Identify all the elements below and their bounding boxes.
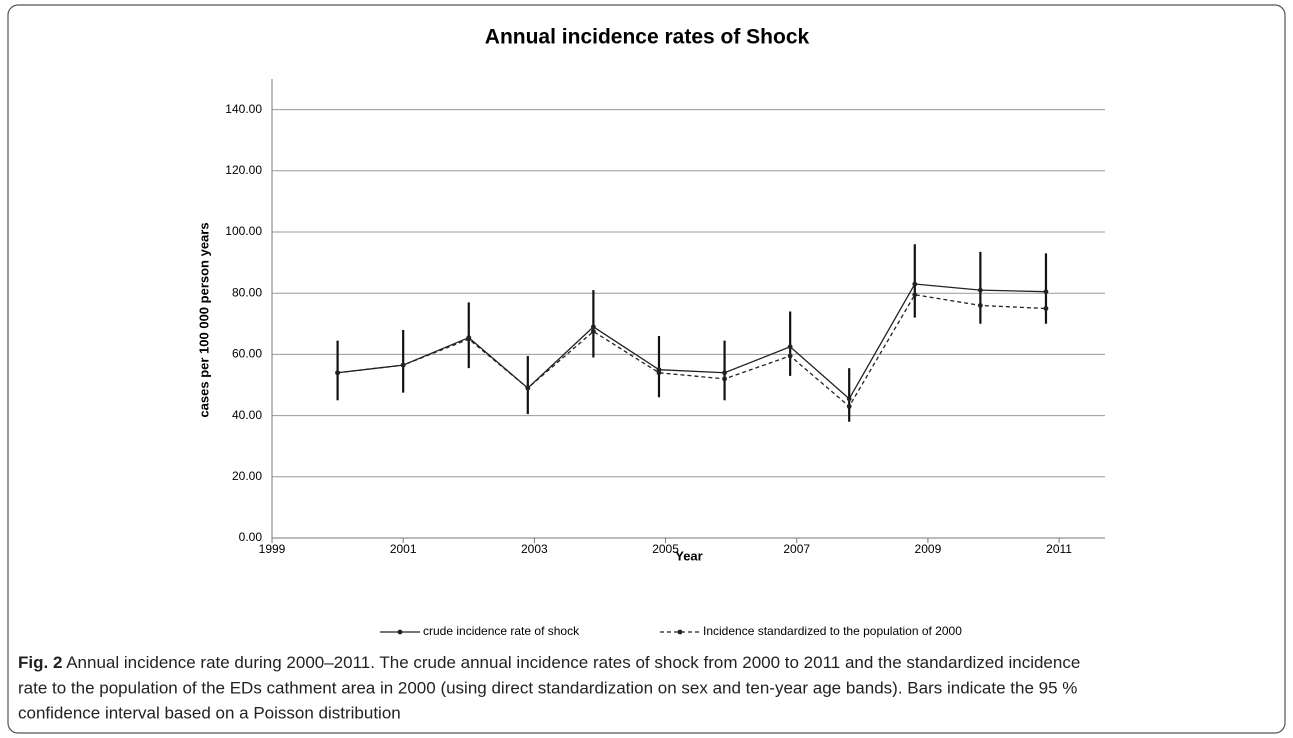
frame	[7, 4, 1286, 734]
caption-line: rate to the population of the EDs cathme…	[18, 678, 1077, 697]
caption-text: Annual incidence rate during 2000–2011. …	[66, 653, 1080, 672]
x-tick-label: 2007	[783, 542, 810, 556]
legend-marker	[677, 629, 683, 635]
y-tick-label: 40.00	[232, 408, 262, 422]
y-tick-label: 0.00	[239, 530, 263, 544]
legend-marker	[397, 629, 403, 635]
point	[722, 370, 727, 376]
point	[977, 287, 983, 293]
point	[1043, 289, 1049, 295]
point	[912, 281, 918, 287]
legend-label: Incidence standardized to the population…	[703, 624, 962, 638]
caption-line: confidence interval based on a Poisson d…	[18, 703, 401, 722]
x-tick-label: 2001	[390, 542, 417, 556]
x-tick-label: 1999	[259, 542, 286, 556]
x-tick-label: 2003	[521, 542, 548, 556]
point	[590, 324, 596, 330]
y-tick-label: 140.00	[225, 102, 262, 116]
y-tick-label: 80.00	[232, 285, 262, 299]
point	[335, 370, 340, 376]
y-tick-label: 20.00	[232, 469, 262, 483]
point	[912, 292, 918, 298]
chart-title: Annual incidence rates of Shock	[485, 26, 810, 49]
x-axis-title: Year	[675, 548, 702, 563]
point	[846, 404, 852, 409]
series-line	[337, 283, 1046, 400]
point	[787, 344, 793, 350]
point	[787, 353, 793, 359]
x-tick-label: 2011	[1046, 542, 1072, 556]
point	[400, 362, 406, 368]
point	[525, 385, 531, 391]
y-axis-title: cases per 100 000 person years	[196, 222, 211, 417]
legend-label: crude incidence rate of shock	[423, 624, 580, 638]
point	[656, 370, 662, 376]
x-tick-label: 2005	[652, 542, 679, 556]
caption-label: Fig. 2	[18, 653, 62, 672]
series-line	[337, 294, 1047, 408]
point	[977, 303, 983, 308]
y-tick-label: 100.00	[225, 224, 262, 238]
y-tick-label: 120.00	[225, 163, 262, 177]
point	[846, 396, 852, 402]
caption-line: Fig. 2 Annual incidence rate during 2000…	[18, 653, 1080, 672]
point	[466, 336, 472, 342]
point	[590, 329, 596, 334]
x-tick-label: 2009	[915, 542, 942, 556]
point	[722, 376, 727, 382]
y-tick-label: 60.00	[232, 347, 262, 361]
point	[1043, 306, 1049, 311]
